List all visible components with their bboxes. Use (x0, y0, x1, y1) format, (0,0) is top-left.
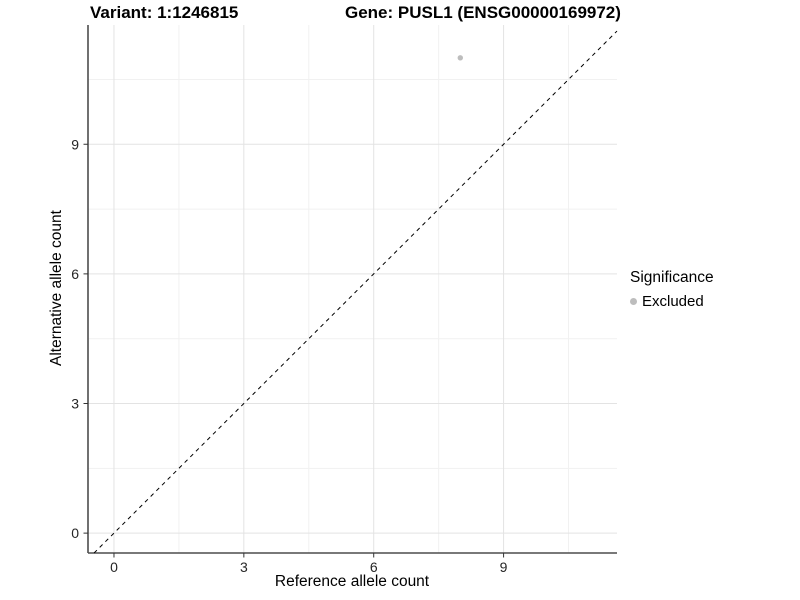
x-tick-label: 9 (500, 559, 508, 575)
variant-title: Variant: 1:1246815 (90, 3, 239, 22)
legend: Significance Excluded (630, 269, 714, 310)
legend-entry-excluded: Excluded (630, 293, 714, 310)
gene-title: Gene: PUSL1 (ENSG00000169972) (345, 3, 621, 22)
y-tick-label: 9 (71, 136, 79, 152)
y-axis-label: Alternative allele count (48, 210, 65, 366)
y-tick-label: 6 (71, 266, 79, 282)
y-tick-label: 3 (71, 396, 79, 412)
identity-reference-line (93, 30, 618, 554)
x-tick-label: 0 (110, 559, 118, 575)
excluded-point-icon (630, 298, 637, 305)
data-point (457, 55, 463, 61)
x-tick-label: 6 (370, 559, 378, 575)
legend-entry-label: Excluded (642, 293, 704, 310)
legend-title: Significance (630, 269, 714, 286)
y-tick-label: 0 (71, 525, 79, 541)
x-tick-label: 3 (240, 559, 248, 575)
x-axis-label: Reference allele count (274, 573, 430, 590)
